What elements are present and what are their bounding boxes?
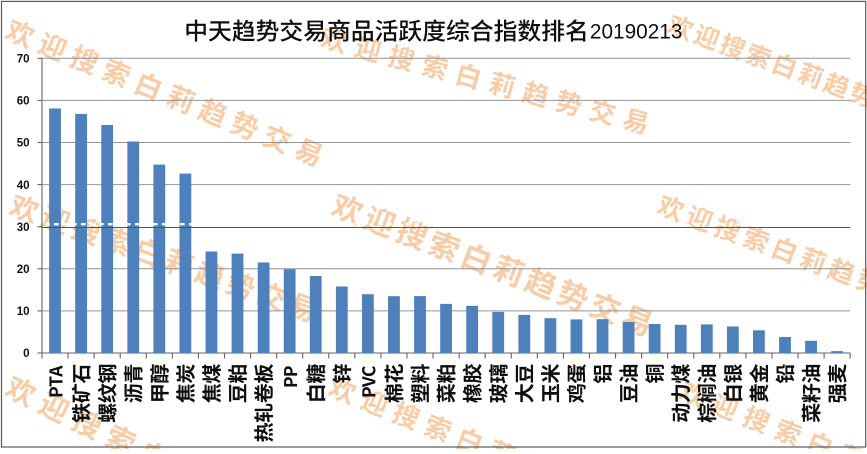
svg-text:10: 10 bbox=[17, 306, 30, 318]
svg-text:30: 30 bbox=[17, 222, 30, 234]
svg-text:70: 70 bbox=[17, 54, 30, 66]
svg-text:20190213: 20190213 bbox=[590, 21, 683, 44]
svg-text:40: 40 bbox=[17, 180, 30, 192]
svg-text:0: 0 bbox=[23, 348, 29, 360]
svg-text:50: 50 bbox=[17, 138, 30, 150]
svg-text:60: 60 bbox=[17, 96, 30, 108]
svg-text:20: 20 bbox=[17, 264, 30, 276]
